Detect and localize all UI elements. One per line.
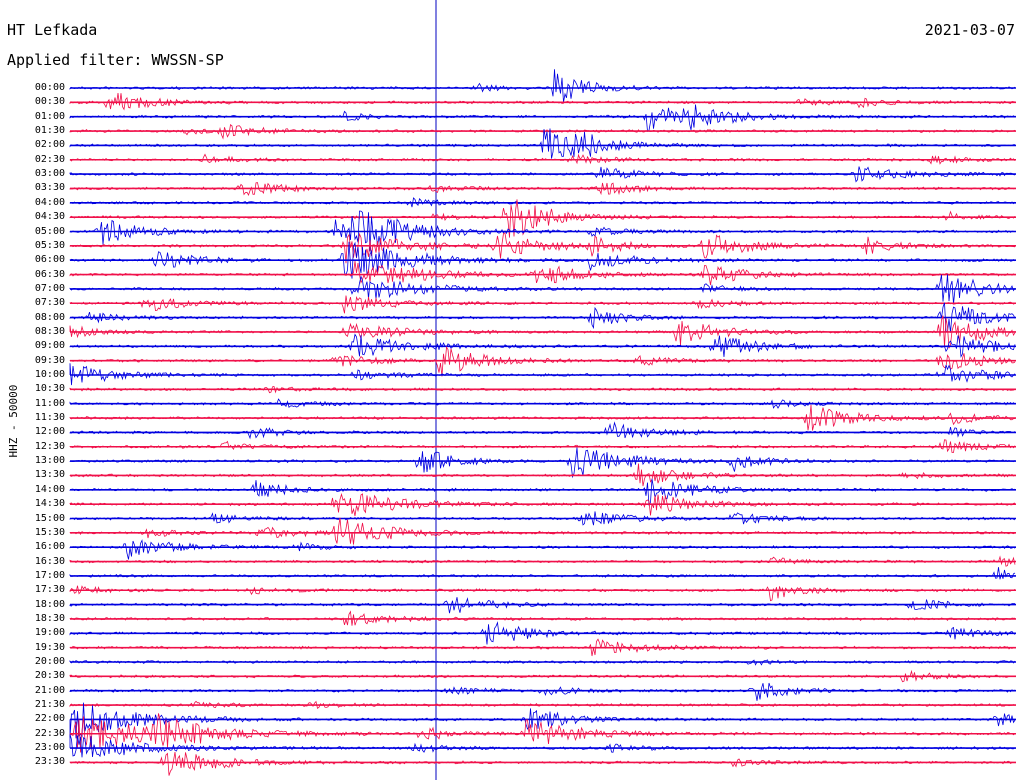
date-label: 2021-03-07 [924, 21, 1015, 39]
time-tick-label: 08:30 [34, 325, 65, 337]
time-tick-label: 15:30 [34, 526, 65, 538]
trace-row [69, 295, 1016, 314]
time-tick-label: 05:00 [34, 225, 65, 237]
time-tick-label: 07:30 [34, 297, 65, 309]
trace-row [69, 447, 1016, 479]
time-tick-label: 17:30 [34, 584, 65, 596]
trace-row [69, 232, 1016, 264]
time-tick-label: 15:00 [34, 512, 65, 524]
time-tick-label: 12:00 [34, 426, 65, 438]
time-tick-label: 21:30 [34, 699, 65, 711]
time-tick-label: 10:00 [34, 369, 65, 380]
time-tick-label: 01:30 [34, 125, 65, 137]
time-tick-label: 06:30 [34, 268, 65, 280]
time-tick-label: 14:30 [34, 498, 65, 510]
time-tick-label: 11:30 [34, 412, 65, 424]
time-tick-label: 11:00 [34, 397, 65, 409]
time-tick-label: 20:30 [34, 670, 65, 682]
time-tick-label: 05:30 [34, 239, 65, 251]
time-tick-label: 17:00 [34, 569, 65, 581]
trace-row [69, 517, 1016, 545]
trace-row [69, 752, 1015, 776]
trace-row [69, 567, 1016, 580]
time-tick-label: 00:30 [34, 96, 65, 108]
time-tick-label: 14:00 [34, 483, 65, 495]
time-tick-label: 03:00 [34, 168, 65, 180]
time-tick-label: 22:00 [34, 713, 65, 725]
time-tick-label: 20:00 [34, 656, 65, 667]
filter-label: Applied filter: WWSSN-SP [7, 51, 224, 69]
time-tick-label: 06:00 [34, 254, 65, 266]
trace-row [69, 492, 1016, 517]
time-tick-label: 16:00 [34, 541, 65, 553]
time-tick-label: 12:30 [34, 440, 65, 452]
trace-row [69, 128, 1015, 159]
trace-row [69, 539, 1016, 560]
time-tick-label: 13:00 [34, 455, 65, 467]
time-tick-label: 22:30 [34, 727, 65, 739]
time-tick-label: 08:00 [34, 311, 65, 323]
time-tick-label: 02:00 [34, 139, 65, 151]
time-tick-label: 18:00 [34, 598, 65, 610]
time-tick-label: 10:30 [34, 383, 65, 395]
time-tick-label: 19:30 [34, 641, 65, 653]
time-tick-label: 18:30 [34, 612, 65, 624]
time-tick-label: 03:30 [34, 182, 65, 194]
trace-row [69, 682, 1016, 701]
trace-row [69, 261, 1016, 286]
trace-row [69, 734, 1016, 758]
time-tick-label: 02:30 [34, 153, 65, 165]
trace-row [69, 478, 1016, 506]
time-tick-label: 01:00 [34, 110, 65, 122]
time-tick-label: 23:30 [34, 756, 65, 768]
station-title: HT Lefkada [7, 21, 98, 39]
time-tick-label: 21:00 [34, 684, 65, 696]
trace-row [69, 104, 1016, 133]
time-tick-label: 13:30 [34, 469, 65, 481]
time-tick-label: 04:30 [34, 211, 65, 223]
time-tick-label: 09:30 [34, 354, 65, 366]
trace-row [69, 69, 1016, 103]
time-tick-label: 07:00 [34, 282, 65, 294]
time-tick-label: 09:00 [34, 340, 65, 352]
time-tick-label: 19:00 [34, 627, 65, 639]
trace-row [69, 92, 1016, 111]
time-tick-label: 23:00 [34, 742, 65, 754]
time-tick-label: 04:00 [34, 196, 65, 208]
time-tick-label: 00:00 [34, 82, 65, 93]
trace-row [69, 421, 1016, 440]
trace-row [69, 345, 1016, 377]
trace-row [69, 585, 1016, 602]
time-tick-label: 16:30 [34, 555, 65, 567]
